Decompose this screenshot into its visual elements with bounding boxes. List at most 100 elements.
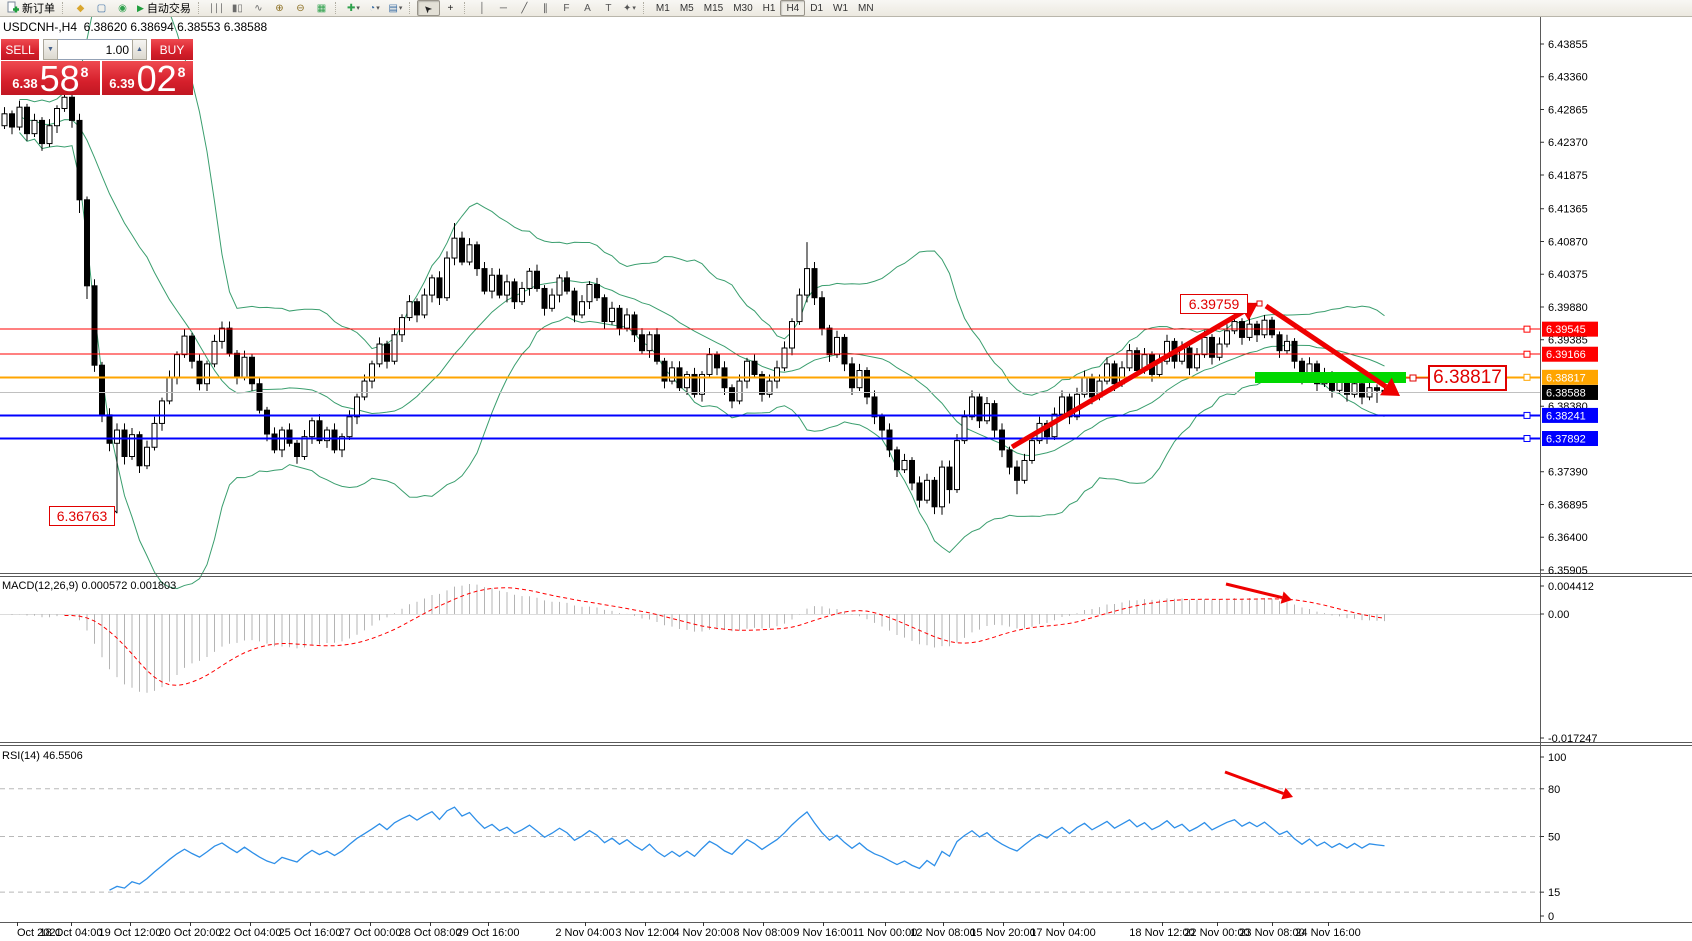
zoom-in-icon[interactable]: ⊕: [275, 2, 284, 14]
bid-price-big-digits: 58: [39, 58, 80, 99]
toolbar-separator: [197, 2, 203, 14]
price-tick-label: 6.41365: [1548, 204, 1588, 216]
time-axis-label: 23 Nov 08:00: [1239, 927, 1304, 939]
toolbar: 新订单 ◆ ▢ ◉ ▶ 自动交易 ∣∣∣ ▮▯ ∿ ⊕ ⊖ ▦ ✚ ▾ ◔ ▾ ▤ ▾ ➤ + │ ─ ╱ ∥ F…: [0, 0, 1692, 17]
macd-signal-line: [64, 587, 1385, 686]
market-window-icon[interactable]: ▢: [96, 2, 107, 14]
rsi-trend-arrow-head: [1281, 787, 1293, 800]
fibonacci-tool-icon[interactable]: F: [563, 2, 570, 14]
svg-text:6.38241: 6.38241: [1546, 410, 1586, 422]
channel-tool-icon[interactable]: ∥: [542, 2, 548, 14]
time-axis-label: Oct 2021: [17, 927, 62, 939]
trendline-tool-icon[interactable]: ╱: [521, 2, 528, 14]
candlestick-chart-type-icon[interactable]: ▮▯: [231, 2, 243, 14]
line-chart-type-icon[interactable]: ∿: [254, 2, 263, 14]
volume-input[interactable]: [58, 39, 132, 60]
macd-axis-label: -0.017247: [1548, 733, 1598, 745]
toolbar-separator: [62, 2, 67, 14]
level-anchor-square[interactable]: [1523, 325, 1531, 333]
profile-cube-icon[interactable]: ◆: [76, 2, 85, 14]
signal-broadcast-icon[interactable]: ◉: [118, 2, 127, 14]
level-anchor-square[interactable]: [1523, 350, 1531, 358]
macd-axis-label: 0.00: [1548, 609, 1569, 621]
periods-icon[interactable]: ◔ ▾: [369, 2, 380, 14]
trend-arrow-up[interactable]: [1010, 309, 1245, 450]
callout-anchor-square[interactable]: [1256, 300, 1263, 307]
tile-windows-icon[interactable]: ▦: [316, 2, 327, 14]
sell-button[interactable]: SELL: [1, 39, 39, 60]
time-axis-label: 19 Oct 12:00: [99, 927, 162, 939]
candlesticks: [1, 92, 1388, 515]
timeframe-buttons: M1 M5 M15 M30 H1 H4 D1 W1 MN: [651, 0, 879, 16]
price-tick-label: 6.39880: [1548, 302, 1588, 314]
autotrading-button[interactable]: ▶ 自动交易: [133, 1, 195, 16]
time-axis-label: 11 Nov 00:00: [853, 927, 918, 939]
low-price-callout[interactable]: 6.36763: [49, 506, 115, 526]
bar-chart-type-icon[interactable]: ∣∣∣: [208, 2, 224, 14]
bid-price-display[interactable]: 6.38 58 8: [1, 58, 100, 99]
level-anchor-square[interactable]: [1523, 411, 1531, 419]
cursor-icon[interactable]: ➤: [416, 0, 440, 16]
price-tick-label: 6.40870: [1548, 236, 1588, 248]
volume-decrease-button[interactable]: ▼: [43, 39, 58, 60]
price-tick-label: 6.43360: [1548, 72, 1588, 84]
text-tool-icon[interactable]: A: [584, 2, 591, 14]
time-axis-label: 29 Oct 16:00: [457, 927, 520, 939]
key-level-callout[interactable]: 6.38817: [1428, 365, 1507, 391]
support-zone-rectangle[interactable]: [1255, 372, 1406, 383]
timeframe-d1[interactable]: D1: [810, 2, 824, 14]
time-axis-label: 22 Oct 04:00: [219, 927, 282, 939]
templates-icon[interactable]: ▤ ▾: [388, 2, 403, 14]
timeframe-mn[interactable]: MN: [858, 2, 874, 14]
timeframe-m1[interactable]: M1: [655, 2, 670, 14]
rsi-line: [109, 806, 1385, 891]
ask-price-display[interactable]: 6.39 02 8: [101, 61, 193, 97]
time-axis-label: 22 Nov 00:00: [1184, 927, 1249, 939]
macd-trend-arrow[interactable]: [1225, 582, 1283, 600]
vertical-line-tool-icon[interactable]: │: [479, 2, 486, 14]
callout-anchor-square[interactable]: [1409, 374, 1417, 382]
bollinger-middle-band: [19, 115, 1385, 457]
svg-text:6.39545: 6.39545: [1546, 324, 1586, 336]
volume-increase-button[interactable]: ▲: [132, 39, 147, 60]
time-axis-label: 27 Oct 00:00: [339, 927, 402, 939]
timeframe-m5[interactable]: M5: [679, 2, 694, 14]
level-price-badge: [1542, 321, 1598, 337]
indicators-icon[interactable]: ✚ ▾: [346, 2, 360, 14]
buy-button[interactable]: BUY: [151, 39, 193, 60]
timeframe-h1[interactable]: H1: [762, 2, 776, 14]
time-axis-label: 9 Nov 16:00: [793, 927, 852, 939]
label-tool-icon[interactable]: T: [605, 2, 612, 14]
price-tick-label: 6.39385: [1548, 335, 1588, 347]
price-tick-label: 6.41875: [1548, 170, 1588, 182]
high-price-callout[interactable]: 6.39759: [1180, 294, 1248, 314]
svg-text:6.38817: 6.38817: [1546, 372, 1586, 384]
rsi-label: RSI(14) 46.5506: [2, 750, 83, 762]
bollinger-upper-band: [19, 0, 1385, 396]
timeframe-m30[interactable]: M30: [733, 2, 753, 14]
ask-price-pip-digit: 8: [177, 64, 186, 80]
toolbar-separator: [408, 2, 414, 14]
chart-title-ohlc: USDCNH-,H4 6.38620 6.38694 6.38553 6.385…: [3, 20, 268, 34]
level-anchor-square[interactable]: [1523, 435, 1531, 443]
time-axis-label: 2 Nov 04:00: [555, 927, 614, 939]
macd-label: MACD(12,26,9) 0.000572 0.001803: [2, 580, 177, 592]
time-axis-label: 15 Nov 20:00: [970, 927, 1035, 939]
price-tick-label: 6.42865: [1548, 104, 1588, 116]
level-anchor-square[interactable]: [1523, 373, 1531, 381]
new-order-button[interactable]: 新订单: [3, 1, 59, 15]
trend-arrow-down-head: [1380, 377, 1400, 396]
crosshair-icon[interactable]: +: [447, 2, 454, 14]
trend-arrow-down[interactable]: [1264, 303, 1388, 389]
timeframe-h4[interactable]: H4: [780, 0, 806, 16]
rsi-trend-arrow[interactable]: [1224, 770, 1284, 795]
time-axis-label: 18 Nov 12:00: [1129, 927, 1194, 939]
arrows-tool-icon[interactable]: ✦ ▾: [622, 2, 636, 14]
timeframe-w1[interactable]: W1: [833, 2, 849, 14]
zoom-out-icon[interactable]: ⊖: [296, 2, 305, 14]
time-axis-label: 8 Nov 08:00: [733, 927, 792, 939]
timeframe-m15[interactable]: M15: [703, 2, 724, 14]
horizontal-line-tool-icon[interactable]: ─: [499, 2, 507, 14]
